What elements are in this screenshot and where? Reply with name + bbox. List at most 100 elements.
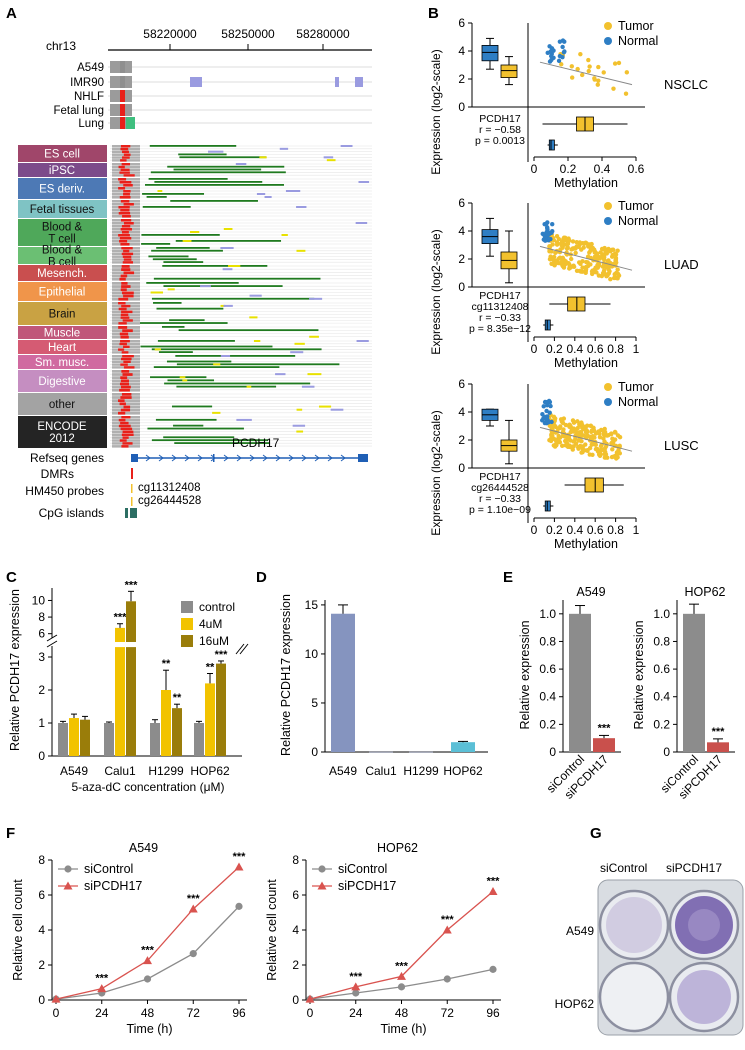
state-grey xyxy=(112,402,140,406)
state-yellow xyxy=(249,316,258,319)
scatter-point-normal xyxy=(548,403,553,409)
state-red xyxy=(121,416,131,419)
state-red xyxy=(122,436,129,439)
scatter-point-tumor xyxy=(579,247,584,252)
state-grey xyxy=(112,411,140,415)
state-blue xyxy=(200,285,211,288)
f-significance-mark: *** xyxy=(395,960,409,972)
scatter-point-tumor xyxy=(596,64,601,70)
state-red xyxy=(122,430,134,434)
state-red xyxy=(122,261,133,264)
tissue-group-block xyxy=(18,416,107,448)
state-red xyxy=(120,376,128,380)
scatter-point-tumor xyxy=(569,444,575,449)
box xyxy=(500,64,518,78)
scatter-point-normal xyxy=(556,58,562,64)
scatter-point-tumor xyxy=(560,263,566,268)
f-x-tick-label: 96 xyxy=(232,1006,246,1020)
scatter-point-tumor xyxy=(594,270,599,275)
e-y-tick-label: 0.2 xyxy=(653,717,670,731)
f-point-sicontrol xyxy=(143,975,152,983)
scatter-point-normal xyxy=(542,399,548,405)
state-yellow xyxy=(212,411,221,414)
state-red xyxy=(121,247,133,250)
state-green xyxy=(156,247,210,249)
state-red xyxy=(122,156,130,159)
scatter-point-tumor xyxy=(616,273,622,278)
c-bar xyxy=(58,723,68,756)
tissue-group-block xyxy=(18,145,107,162)
scatter-point-tumor xyxy=(571,419,577,425)
scatter-point-tumor xyxy=(587,452,592,457)
state-yellow xyxy=(182,240,192,242)
tissue-group-label-line: Blood & xyxy=(42,245,83,257)
e-significance-mark: *** xyxy=(712,726,726,738)
scatter-point-tumor xyxy=(606,267,611,272)
state-red xyxy=(121,163,131,166)
b-legend-label: Tumor xyxy=(618,19,654,33)
b-y-tick-label: 2 xyxy=(458,72,465,86)
state-grey xyxy=(112,418,140,422)
tissue-group-block xyxy=(18,340,107,354)
f-point-sipcdh17 xyxy=(397,971,406,980)
state-red xyxy=(121,351,129,354)
scatter-point-tumor xyxy=(602,255,607,260)
annotation-track-label: DMRs xyxy=(41,467,74,481)
scatter-point-tumor xyxy=(596,78,601,83)
c-y-tick-label: 2 xyxy=(38,683,45,697)
state-green xyxy=(178,329,319,332)
state-red xyxy=(118,178,127,181)
scatter-point-tumor xyxy=(578,51,583,57)
state-yellow xyxy=(296,249,306,252)
lung-signal xyxy=(126,117,135,129)
state-red xyxy=(123,190,131,193)
gene-strand-arrow xyxy=(340,454,346,462)
c-bar xyxy=(172,708,182,756)
c-y-tick-label: 6 xyxy=(38,627,45,641)
b-regression-line xyxy=(539,61,633,86)
state-blue xyxy=(309,297,323,300)
state-green xyxy=(148,255,189,258)
state-green xyxy=(154,181,263,183)
f-x-tick-label: 72 xyxy=(187,1006,201,1020)
annotation-track-label: Refseq genes xyxy=(30,451,104,465)
state-red xyxy=(120,274,128,278)
c-significance-mark: ** xyxy=(162,658,171,670)
b-x-tick-label: 0 xyxy=(531,162,538,176)
scatter-point-tumor xyxy=(579,450,584,455)
cell-line-label: IMR90 xyxy=(70,77,104,89)
state-grey xyxy=(112,348,140,351)
tissue-group-block xyxy=(18,178,107,199)
gene-strand-arrow xyxy=(236,454,242,462)
state-green xyxy=(170,200,258,202)
scatter-point-tumor xyxy=(612,61,618,66)
coordinate-tick-label: 58280000 xyxy=(296,27,350,41)
f-significance-mark: *** xyxy=(233,851,247,863)
scatter-point-normal xyxy=(541,404,546,409)
c-y-tick-label: 3 xyxy=(38,650,45,664)
state-green xyxy=(175,355,296,357)
f-y-tick-label: 8 xyxy=(38,853,45,867)
scatter-point-tumor xyxy=(611,454,616,459)
b-y-tick-label: 4 xyxy=(458,224,465,238)
cell-line-label: Fetal lung xyxy=(53,105,104,117)
b-regression-line xyxy=(539,245,633,271)
scatter-point-tumor xyxy=(575,66,580,72)
f-point-sicontrol xyxy=(352,989,360,997)
state-green xyxy=(155,418,217,421)
cell-line-signal-core xyxy=(120,76,125,88)
state-red xyxy=(121,285,131,288)
state-red xyxy=(120,200,130,203)
e-bar xyxy=(683,613,705,752)
f-significance-mark: *** xyxy=(187,893,201,905)
state-red xyxy=(119,402,126,406)
scatter-point-tumor xyxy=(606,433,611,438)
hbox xyxy=(548,139,555,151)
f-y-axis-label: Relative cell count xyxy=(11,879,25,981)
b-legend-marker xyxy=(604,217,612,225)
scatter-point-tumor xyxy=(578,443,583,449)
dmr-mark xyxy=(131,468,133,479)
tissue-group-block xyxy=(18,265,107,281)
tissue-group-label: Epithelial xyxy=(39,287,86,299)
state-red xyxy=(119,277,126,281)
